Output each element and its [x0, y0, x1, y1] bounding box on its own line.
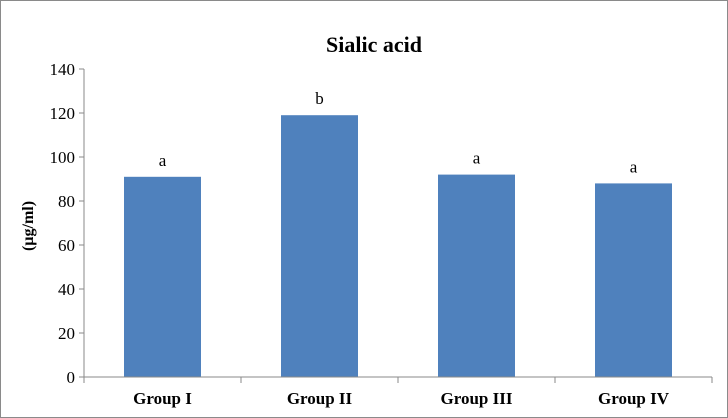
x-tick-label: Group II [287, 389, 353, 408]
y-tick-label: 60 [58, 236, 75, 255]
x-tick-label: Group IV [598, 389, 670, 408]
y-tick-label: 120 [50, 104, 76, 123]
y-axis-label: (µg/ml) [20, 201, 37, 251]
data-labels: a b a a [159, 89, 638, 176]
y-tick-label: 140 [50, 60, 76, 79]
bar [595, 183, 672, 377]
y-tick-label: 80 [58, 192, 75, 211]
data-label: b [315, 89, 324, 108]
bar [124, 176, 201, 377]
x-axis-ticks: Group I Group II Group III Group IV [83, 377, 713, 408]
bars [124, 115, 672, 377]
y-tick-label: 20 [58, 324, 75, 343]
data-label: a [159, 151, 167, 170]
y-tick-label: 40 [58, 280, 75, 299]
y-tick-label: 100 [50, 148, 76, 167]
x-tick-label: Group I [133, 389, 192, 408]
y-tick-label: 0 [67, 368, 76, 387]
data-label: a [630, 157, 638, 176]
bar [281, 115, 358, 377]
bar [438, 174, 515, 377]
y-axis-ticks: 0 20 40 60 80 100 120 140 [50, 60, 84, 387]
chart-title: Sialic acid [326, 32, 422, 57]
x-tick-label: Group III [441, 389, 513, 408]
data-label: a [473, 149, 481, 168]
